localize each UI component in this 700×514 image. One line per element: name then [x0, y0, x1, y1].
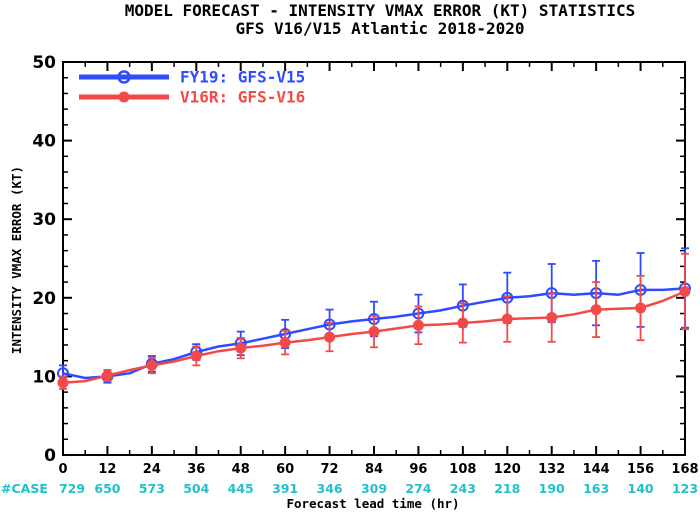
case-count: 650	[94, 481, 120, 496]
data-point	[190, 350, 202, 362]
x-tick-label: 36	[187, 462, 205, 477]
y-axis-label: INTENSITY VMAX ERROR (KT)	[9, 166, 24, 354]
x-tick-label: 168	[671, 462, 698, 477]
y-tick-label: 30	[32, 210, 56, 230]
case-count: 504	[183, 481, 209, 496]
case-count: 140	[628, 481, 654, 496]
x-tick-label: 156	[627, 462, 654, 477]
plot-axes: 0 10 20 30 40 50 0 12 24 36 48 60 72 84 96 108 120 132 144…	[32, 53, 698, 477]
case-count: 163	[583, 481, 609, 496]
case-count: 243	[450, 481, 476, 496]
chart-subtitle: GFS V16/V15 Atlantic 2018-2020	[236, 19, 525, 38]
data-point	[235, 342, 247, 354]
x-tick-label: 132	[538, 462, 565, 477]
y-tick-label: 20	[32, 289, 56, 309]
data-point	[412, 319, 424, 331]
x-tick-label: 48	[232, 462, 250, 477]
x-tick-label: 96	[409, 462, 427, 477]
series-layer	[57, 247, 691, 390]
x-tick-label: 120	[494, 462, 521, 477]
legend-label: FY19: GFS-V15	[180, 68, 305, 87]
legend-marker	[117, 70, 131, 84]
x-axis-label: Forecast lead time (hr)	[286, 496, 459, 511]
data-point	[101, 370, 113, 382]
data-point	[635, 302, 647, 314]
case-count: 346	[317, 481, 343, 496]
data-point	[279, 337, 291, 349]
x-tick-label: 24	[143, 462, 161, 477]
case-count: 123	[672, 481, 698, 496]
x-tick-label: 84	[365, 462, 383, 477]
case-count: 218	[494, 481, 520, 496]
x-tick-label: 72	[321, 462, 339, 477]
chart-title: MODEL FORECAST - INTENSITY VMAX ERROR (K…	[125, 1, 636, 20]
legend-label: V16R: GFS-V16	[180, 88, 305, 107]
case-count-row: #CASE 729 650 573 504 445 391 346 309 274 243 218 19…	[1, 481, 698, 496]
data-point	[368, 326, 380, 338]
y-tick-label: 40	[32, 132, 56, 152]
x-tick-label: 108	[449, 462, 476, 477]
data-point	[590, 304, 602, 316]
data-point	[457, 317, 469, 329]
y-tick-label: 10	[32, 367, 56, 387]
x-tick-label: 144	[583, 462, 610, 477]
case-count: 729	[59, 481, 85, 496]
case-count: 190	[539, 481, 565, 496]
series-2	[57, 252, 691, 390]
case-label: #CASE	[1, 481, 48, 496]
data-point	[501, 313, 513, 325]
x-tick-label: 0	[58, 462, 67, 477]
case-count: 445	[228, 481, 254, 496]
data-point	[57, 377, 69, 389]
y-tick-label: 50	[32, 53, 56, 73]
x-tick-label: 12	[98, 462, 116, 477]
data-point	[324, 331, 336, 343]
data-point	[546, 311, 558, 323]
case-count: 391	[272, 481, 298, 496]
data-point	[679, 286, 691, 298]
data-point	[146, 359, 158, 371]
plot-frame	[62, 61, 686, 456]
x-tick-label: 60	[276, 462, 294, 477]
y-tick-label: 0	[44, 446, 56, 466]
case-count: 274	[405, 481, 431, 496]
legend-marker	[118, 91, 130, 103]
case-count: 573	[139, 481, 165, 496]
case-count: 309	[361, 481, 387, 496]
